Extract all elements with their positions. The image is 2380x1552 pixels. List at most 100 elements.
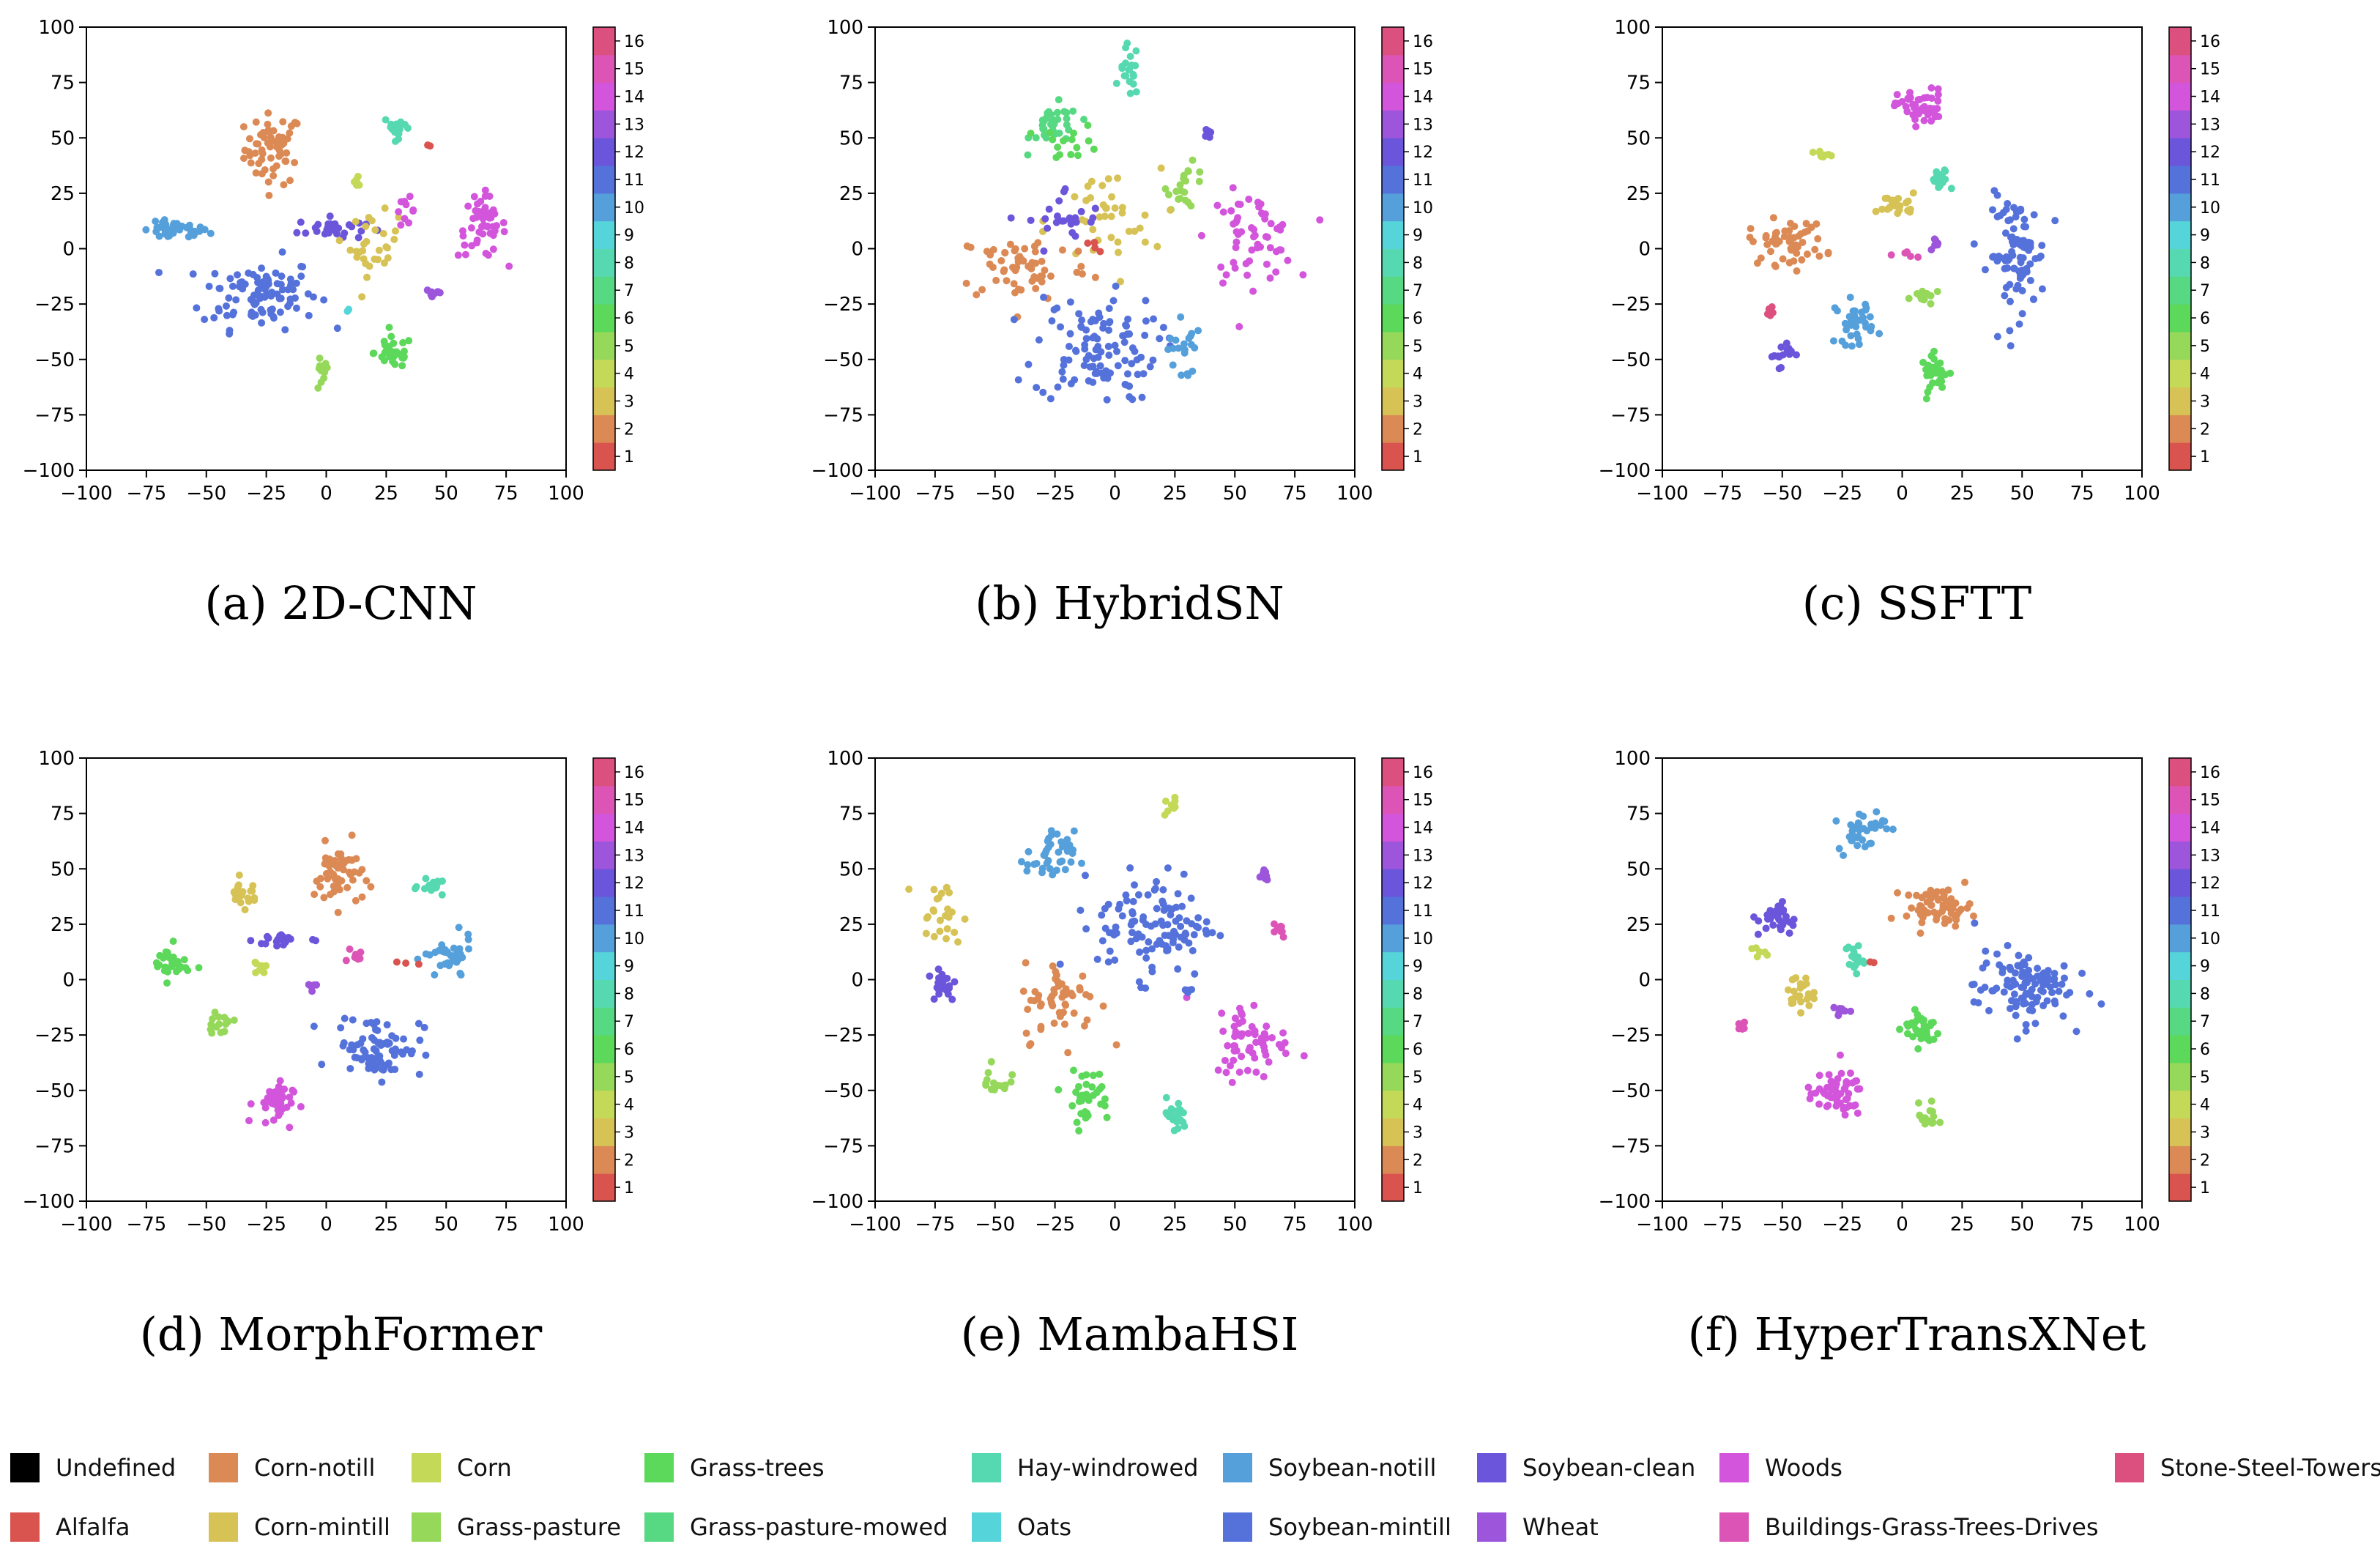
- point-class-14: [1262, 260, 1271, 268]
- point-class-14: [1815, 1072, 1823, 1080]
- point-class-2: [1038, 257, 1046, 265]
- colorbar-segment: [1382, 359, 1404, 388]
- scatter-panel-1: −100 −75 −50 −25 0 25 50 75 1001007550250−25−50−…: [23, 17, 644, 630]
- colorbar-segment: [593, 54, 615, 83]
- point-class-14: [1931, 113, 1939, 121]
- point-class-10: [1847, 316, 1855, 324]
- point-class-14: [474, 200, 482, 208]
- point-class-14: [1244, 1029, 1252, 1037]
- point-class-11: [1077, 322, 1085, 330]
- colorbar-tick-label: 4: [1413, 1096, 1423, 1115]
- point-class-5: [1930, 1113, 1938, 1121]
- point-class-2: [1058, 993, 1066, 1001]
- point-class-11: [1138, 393, 1146, 401]
- point-class-11: [1139, 370, 1148, 378]
- colorbar-tick-label: 2: [1413, 1151, 1423, 1170]
- point-class-14: [484, 251, 492, 259]
- point-class-14: [1229, 184, 1237, 192]
- panel-caption: (d) MorphFormer: [140, 1307, 543, 1361]
- point-class-11: [415, 1070, 423, 1078]
- point-class-3: [1118, 209, 1126, 217]
- point-class-14: [1234, 214, 1242, 222]
- point-class-8: [1132, 47, 1140, 55]
- point-class-14: [1250, 1001, 1258, 1009]
- point-class-11: [1080, 362, 1088, 370]
- point-class-2: [264, 109, 272, 117]
- point-class-14: [1277, 246, 1285, 254]
- point-class-5: [1180, 174, 1188, 182]
- colorbar-segment: [2169, 331, 2191, 360]
- point-class-2: [1941, 919, 1949, 927]
- y-tick-label: −25: [1610, 1025, 1651, 1047]
- point-class-6: [169, 937, 177, 946]
- point-class-2: [258, 155, 266, 163]
- point-class-11: [333, 324, 341, 333]
- point-class-11: [1111, 956, 1119, 964]
- point-class-6: [163, 979, 171, 987]
- point-class-11: [2026, 1006, 2034, 1014]
- point-class-11: [249, 312, 257, 320]
- point-class-10: [1024, 847, 1033, 855]
- colorbar-tick-label: 12: [2200, 875, 2220, 893]
- legend-label: Undefined: [56, 1454, 176, 1482]
- point-class-10: [438, 941, 446, 949]
- point-class-7: [1060, 108, 1068, 116]
- point-class-11: [1106, 947, 1114, 955]
- point-class-11: [268, 305, 276, 313]
- point-class-11: [1148, 968, 1156, 976]
- point-class-8: [1162, 1094, 1170, 1102]
- point-class-11: [2025, 954, 2033, 962]
- point-class-2: [1050, 1020, 1058, 1028]
- point-class-2: [267, 133, 275, 141]
- point-class-14: [1219, 208, 1227, 216]
- point-class-10: [1877, 821, 1885, 829]
- legend-label: Corn-notill: [254, 1454, 376, 1482]
- point-class-11: [2018, 310, 2026, 318]
- colorbar-tick-label: 13: [2200, 847, 2220, 865]
- point-class-12: [261, 940, 269, 948]
- point-class-3: [360, 240, 368, 248]
- point-class-3: [936, 927, 944, 935]
- point-class-8: [1175, 1099, 1183, 1107]
- point-class-11: [2020, 243, 2028, 251]
- x-tick-label: −50: [186, 483, 226, 505]
- colorbar-tick-label: 6: [1413, 310, 1423, 328]
- point-class-11: [1056, 960, 1064, 968]
- point-class-11: [1126, 393, 1134, 401]
- point-class-10: [159, 218, 167, 226]
- colorbar-tick-label: 3: [2200, 393, 2210, 411]
- point-class-14: [1217, 263, 1225, 271]
- y-tick-label: −50: [1610, 349, 1651, 371]
- point-class-14: [1820, 1088, 1828, 1096]
- point-class-11: [234, 271, 242, 279]
- colorbar-tick-label: 11: [1413, 171, 1433, 190]
- point-class-2: [1070, 1009, 1078, 1017]
- point-class-10: [1875, 330, 1883, 338]
- legend-item-corn: Corn: [412, 1453, 512, 1482]
- point-class-2: [1769, 214, 1777, 222]
- colorbar-tick-label: 13: [624, 847, 644, 865]
- point-class-10: [1045, 834, 1053, 842]
- panel-caption: (e) MambaHSI: [961, 1307, 1299, 1361]
- point-class-3: [1810, 989, 1818, 997]
- point-class-11: [1146, 363, 1154, 371]
- point-class-11: [1071, 346, 1079, 354]
- point-class-11: [258, 264, 266, 272]
- point-class-13: [1262, 872, 1271, 880]
- point-class-2: [1795, 232, 1803, 240]
- point-class-2: [1781, 227, 1789, 235]
- point-class-14: [1267, 220, 1275, 228]
- point-class-2: [352, 896, 360, 905]
- point-class-2: [1024, 1006, 1032, 1014]
- x-tick-label: 50: [434, 483, 458, 505]
- legend-swatch: [209, 1453, 238, 1482]
- point-class-8: [1170, 1126, 1178, 1135]
- point-class-10: [1169, 361, 1177, 369]
- point-class-14: [480, 207, 488, 215]
- point-class-11: [1139, 913, 1148, 921]
- point-class-11: [2028, 985, 2036, 993]
- point-class-8: [1933, 177, 1941, 185]
- point-class-15: [1739, 1020, 1747, 1028]
- point-class-2: [1793, 267, 1801, 275]
- point-class-6: [369, 349, 377, 357]
